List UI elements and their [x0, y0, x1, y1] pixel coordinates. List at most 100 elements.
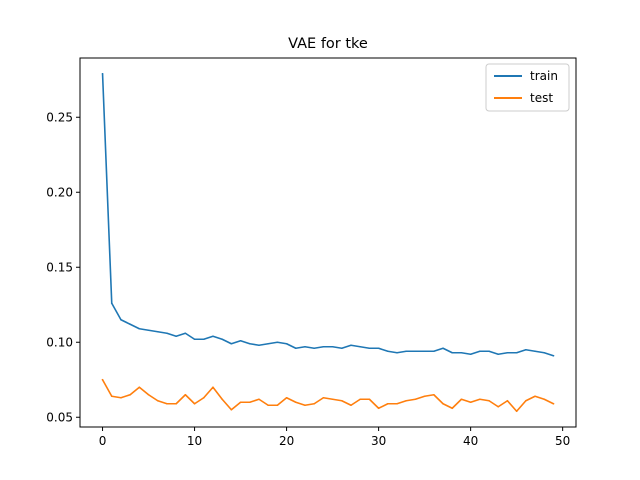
data-point-test [230, 408, 233, 411]
y-tick-label: 0.25 [46, 110, 73, 124]
data-point-train [423, 350, 426, 353]
data-point-train [239, 339, 242, 342]
data-point-train [451, 351, 454, 354]
data-point-train [552, 354, 555, 357]
data-point-train [479, 350, 481, 353]
data-point-test [156, 399, 159, 402]
data-point-test [433, 393, 435, 396]
data-point-test [166, 402, 168, 405]
data-point-test [396, 402, 398, 405]
data-point-train [377, 347, 380, 350]
ticks-layer: 0 10 20 30 40 50 0.05 0.10 0.15 0.20 0.25 [46, 110, 570, 448]
data-point-test [543, 398, 546, 401]
data-point-train [469, 353, 472, 356]
x-tick-label: 40 [463, 434, 478, 448]
data-point-train [202, 338, 205, 341]
data-point-train [359, 345, 362, 348]
data-point-test [276, 404, 279, 407]
data-point-train [534, 350, 536, 353]
data-point-test [442, 402, 444, 405]
data-point-test [414, 398, 417, 401]
data-point-test [313, 402, 316, 405]
data-point-test [120, 396, 122, 399]
data-point-train [101, 72, 104, 75]
data-point-test [285, 396, 288, 399]
data-point-test [497, 405, 500, 408]
data-point-test [368, 398, 371, 401]
data-point-train [147, 329, 150, 332]
data-point-train [267, 342, 269, 345]
x-tick-label: 0 [99, 434, 107, 448]
data-point-test [129, 393, 131, 396]
data-point-test [377, 407, 380, 410]
data-point-test [525, 399, 527, 402]
data-point-train [129, 323, 131, 326]
data-point-test [350, 404, 352, 407]
data-point-test [267, 404, 269, 407]
series-line-test [101, 378, 555, 413]
series-layer [101, 72, 555, 413]
data-point-train [110, 302, 113, 305]
data-point-train [156, 330, 159, 333]
data-point-test [322, 396, 325, 399]
y-tick-label: 0.15 [46, 260, 73, 274]
data-point-test [534, 395, 536, 398]
data-point-train [184, 332, 187, 335]
data-point-train [193, 338, 196, 341]
data-point-train [221, 338, 223, 341]
data-point-test [304, 404, 306, 407]
data-point-train [322, 345, 325, 348]
data-point-test [451, 407, 454, 410]
legend: train test [485, 63, 570, 112]
data-point-test [258, 398, 260, 401]
data-point-test [488, 399, 490, 402]
y-tick-label: 0.10 [46, 335, 73, 349]
data-point-train [313, 347, 316, 350]
data-point-train [387, 350, 389, 353]
x-tick-label: 10 [187, 434, 202, 448]
data-point-test [387, 402, 389, 405]
data-point-train [488, 350, 490, 353]
series-line-train [101, 72, 555, 357]
data-point-test [239, 401, 242, 404]
legend-label-test: test [530, 91, 553, 105]
data-point-train [515, 351, 518, 354]
data-point-train [138, 327, 141, 330]
data-point-test [331, 398, 334, 401]
data-point-train [212, 335, 214, 338]
data-point-test [469, 401, 472, 404]
data-point-train [442, 347, 444, 350]
data-point-train [350, 344, 352, 347]
data-point-train [230, 342, 233, 345]
data-point-train [497, 353, 500, 356]
data-point-test [138, 386, 141, 389]
data-point-test [515, 410, 518, 413]
data-point-test [221, 398, 223, 401]
data-point-train [331, 345, 334, 348]
data-point-train [276, 341, 279, 344]
data-point-test [175, 402, 177, 405]
data-point-train [506, 351, 509, 354]
data-point-test [248, 401, 251, 404]
data-point-test [294, 401, 297, 404]
data-point-train [368, 347, 371, 350]
data-point-test [212, 386, 214, 389]
x-tick-label: 50 [555, 434, 570, 448]
data-point-test [193, 402, 196, 405]
data-point-test [479, 398, 481, 401]
data-point-test [423, 395, 426, 398]
data-point-test [101, 378, 104, 381]
data-point-train [341, 347, 343, 350]
data-point-train [120, 318, 122, 321]
data-point-train [166, 332, 168, 335]
plot-area-frame [79, 57, 577, 428]
data-point-test [184, 393, 187, 396]
data-point-test [147, 393, 150, 396]
y-tick-label: 0.05 [46, 410, 73, 424]
chart-title: VAE for tke [288, 36, 368, 52]
data-point-train [460, 351, 463, 354]
legend-label-train: train [530, 69, 558, 83]
data-point-train [405, 350, 408, 353]
x-tick-label: 30 [371, 434, 386, 448]
